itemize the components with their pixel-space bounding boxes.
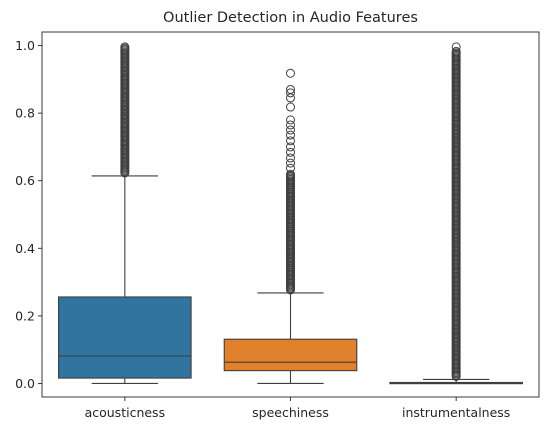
- outlier-point: [286, 84, 295, 94]
- x-tick-label: instrumentalness: [402, 405, 510, 420]
- y-tick-label: 0.0: [15, 376, 35, 391]
- outlier-point: [286, 169, 295, 179]
- outlier-point: [286, 142, 295, 152]
- boxes: [58, 42, 523, 385]
- outlier-point: [120, 42, 130, 52]
- chart-title: Outlier Detection in Audio Features: [163, 10, 418, 26]
- x-tick-label: speechiness: [252, 405, 329, 420]
- outlier-point: [286, 115, 295, 125]
- outlier-point: [286, 136, 295, 146]
- box-group-acousticness: [58, 42, 192, 385]
- outlier-point: [451, 42, 461, 52]
- box-group-speechiness: [223, 68, 358, 385]
- outlier-point: [286, 125, 295, 135]
- outlier-point: [286, 68, 295, 78]
- y-tick-label: 0.4: [15, 241, 35, 256]
- y-axis: 0.0 0.2 0.4 0.6 0.8 1.0: [15, 38, 42, 391]
- outlier-point: [286, 153, 295, 163]
- x-axis: acousticness speechiness instrumentalness: [85, 397, 510, 420]
- box-acousticness: [58, 296, 192, 379]
- y-tick-label: 1.0: [15, 38, 35, 53]
- outlier-point: [286, 88, 295, 98]
- box-speechiness: [223, 338, 358, 372]
- outlier-point: [286, 163, 295, 173]
- outlier-point: [286, 147, 295, 157]
- box-group-instrumentalness: [389, 42, 523, 385]
- outlier-point: [286, 130, 295, 140]
- y-tick-label: 0.6: [15, 173, 35, 188]
- x-tick-label: acousticness: [85, 405, 166, 420]
- y-tick-label: 0.2: [15, 308, 35, 323]
- outlier-point: [286, 158, 295, 168]
- outlier-point: [286, 102, 295, 112]
- y-tick-label: 0.8: [15, 106, 35, 121]
- outlier-point: [451, 46, 461, 56]
- outlier-point: [286, 120, 295, 130]
